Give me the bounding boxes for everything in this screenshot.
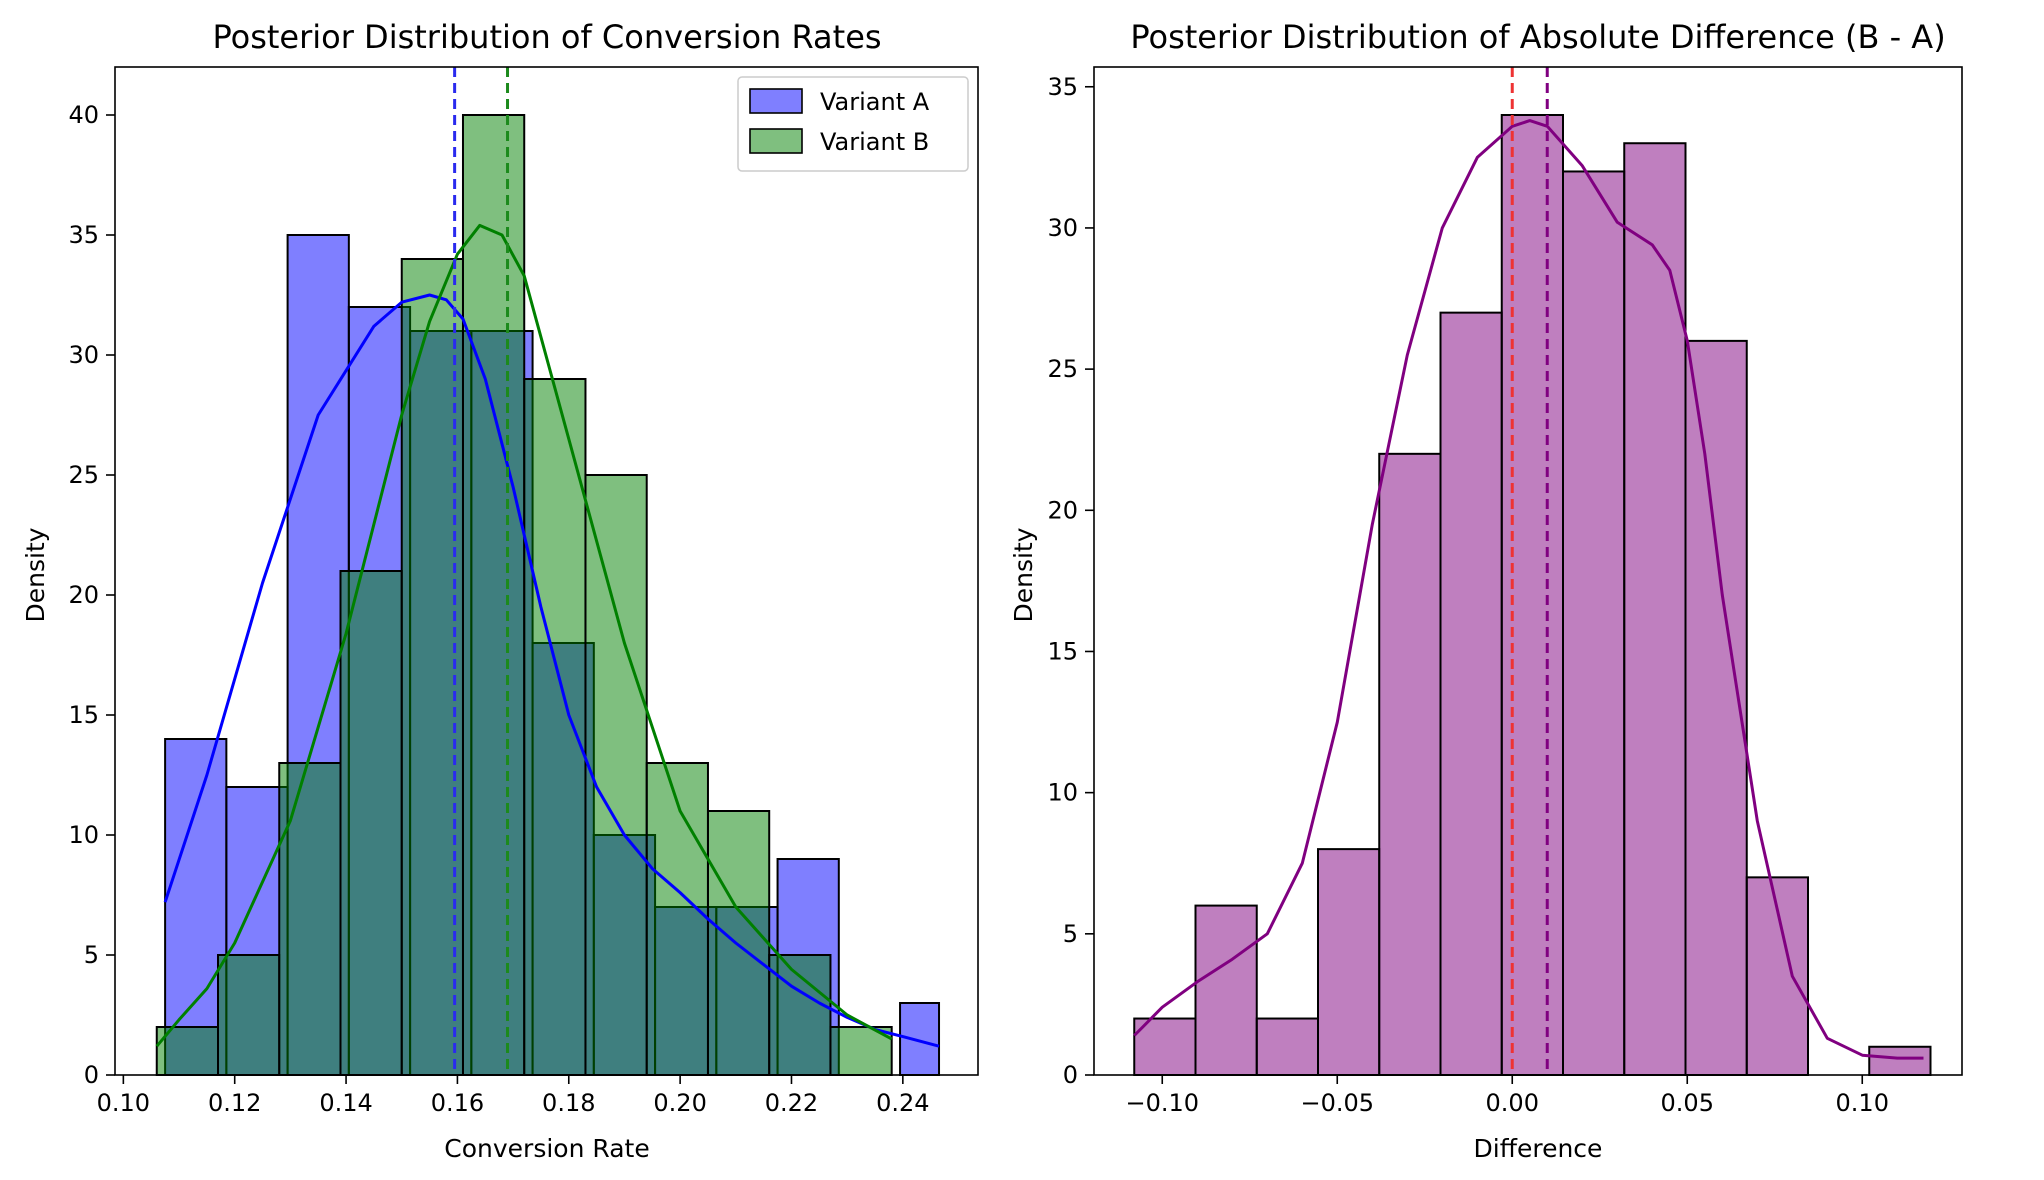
x-tick-label: 0.14: [319, 1089, 372, 1117]
x-tick-label: 0.10: [1836, 1089, 1889, 1117]
histogram-bar: [164, 738, 228, 1076]
histogram-bar: [1623, 142, 1687, 1076]
histogram-bar: [1255, 1017, 1319, 1077]
y-tick-label: 15: [68, 701, 99, 729]
x-tick-label: 0.16: [431, 1089, 484, 1117]
histogram-bar: [217, 954, 281, 1076]
y-tick-label: 20: [1047, 496, 1078, 524]
legend: Variant A Variant B: [737, 76, 969, 172]
legend-label: Variant A: [820, 88, 930, 116]
histogram-bar: [1562, 170, 1626, 1076]
y-tick-label: 30: [68, 341, 99, 369]
histogram-bar: [899, 1002, 941, 1076]
histogram-bar: [1378, 452, 1442, 1076]
x-axis-label: Difference: [1474, 1134, 1603, 1163]
histogram-bar: [400, 258, 464, 1076]
histogram-bar: [768, 954, 832, 1076]
y-tick-label: 15: [1047, 637, 1078, 665]
y-tick-label: 5: [84, 941, 99, 969]
y-tick-label: 35: [1047, 73, 1078, 101]
kde-curve: [155, 223, 893, 1048]
y-axis-label: Density: [1009, 527, 1038, 622]
y-tick-label: 0: [84, 1061, 99, 1089]
plot-frame: [114, 66, 979, 1076]
y-tick-label: 20: [68, 581, 99, 609]
histogram-bar: [645, 762, 709, 1076]
y-tick-label: 25: [68, 461, 99, 489]
y-tick-label: 0: [1063, 1061, 1078, 1089]
y-tick-label: 35: [68, 221, 99, 249]
x-axis-label: Conversion Rate: [444, 1134, 649, 1163]
x-tick-label: 0.22: [765, 1089, 818, 1117]
x-tick-label: 0.00: [1486, 1089, 1539, 1117]
x-tick-label: −0.10: [1125, 1089, 1199, 1117]
x-tick-label: −0.05: [1300, 1089, 1374, 1117]
histogram-bar: [1317, 848, 1381, 1077]
x-tick-label: 0.24: [876, 1089, 929, 1117]
histogram-bar: [1868, 1045, 1932, 1076]
x-tick-label: 0.10: [97, 1089, 150, 1117]
chart-title: Posterior Distribution of Conversion Rat…: [212, 18, 881, 56]
y-tick-label: 40: [68, 101, 99, 129]
y-tick-label: 10: [1047, 779, 1078, 807]
legend-label: Variant B: [820, 128, 929, 156]
plot-frame: [1093, 66, 1963, 1076]
x-tick-label: 0.12: [208, 1089, 261, 1117]
y-tick-label: 25: [1047, 355, 1078, 383]
y-tick-label: 30: [1047, 214, 1078, 242]
histogram-bar: [1194, 904, 1258, 1077]
y-tick-label: 5: [1063, 920, 1078, 948]
histogram-bar: [339, 570, 403, 1076]
y-tick-label: 10: [68, 821, 99, 849]
histogram-bar: [278, 762, 342, 1076]
x-tick-label: 0.05: [1661, 1089, 1714, 1117]
histogram-bar: [461, 114, 526, 1076]
histogram-bar: [584, 474, 648, 1076]
x-tick-label: 0.20: [653, 1089, 706, 1117]
difference-chart: −0.10 −0.05 0.00 0.05 0.10 0 5 10 15 20 25 30 35 Pos…: [1009, 18, 1963, 1163]
histogram-bar: [155, 1026, 220, 1076]
histogram-bar: [1684, 339, 1748, 1077]
legend-swatch: [749, 88, 803, 114]
kde-curve: [1133, 119, 1924, 1060]
legend-swatch: [749, 128, 803, 154]
y-axis-label: Density: [21, 527, 50, 622]
conversion-rates-chart: 0.10 0.12 0.14 0.16 0.18 0.20 0.22 0.24 0 5 10 15 20…: [21, 18, 979, 1163]
kde-curve: [163, 293, 940, 1048]
histogram-bar: [706, 810, 771, 1076]
histogram-bar: [1133, 1017, 1197, 1077]
x-tick-label: 0.18: [542, 1089, 595, 1117]
chart-title: Posterior Distribution of Absolute Diffe…: [1130, 18, 1945, 56]
histogram-bar: [1439, 311, 1503, 1077]
histogram-bar: [523, 378, 587, 1076]
